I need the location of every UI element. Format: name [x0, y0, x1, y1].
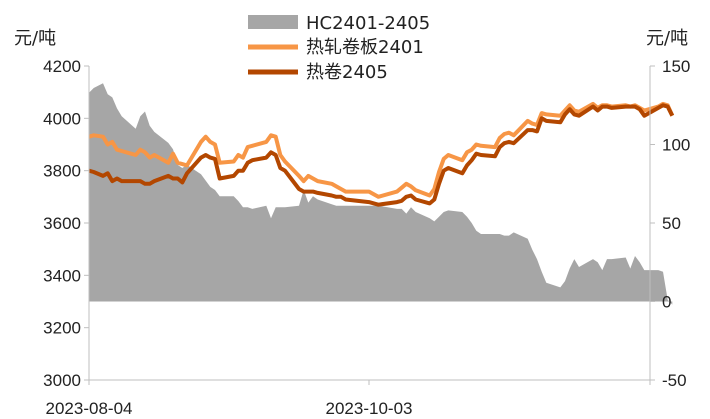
- right-tick-label: 100: [662, 136, 690, 155]
- axes: 3000 3200 3400 3600 3800 4000 4200 -50 0 50 100 150…: [43, 57, 690, 418]
- series-line-hc2405: [88, 103, 675, 207]
- right-axis-unit: 元/吨: [646, 28, 688, 49]
- legend: HC2401-2405 热轧卷板2401 热卷2405: [248, 13, 430, 83]
- right-tick-label: 50: [662, 214, 681, 233]
- right-tick-label: 0: [662, 293, 671, 312]
- x-tick-label: 2023-08-04: [46, 399, 133, 418]
- series-line-hc2401: [88, 101, 675, 199]
- left-axis-unit: 元/吨: [14, 28, 56, 49]
- left-tick-label: 4200: [43, 57, 81, 76]
- spread-area-layer: [89, 83, 673, 305]
- price-lines-layer: [88, 101, 675, 207]
- left-tick-label: 3800: [43, 162, 81, 181]
- right-tick-label: 150: [662, 57, 690, 76]
- left-tick-label: 3200: [43, 319, 81, 338]
- left-tick-label: 3600: [43, 214, 81, 233]
- left-tick-label: 3000: [43, 371, 81, 390]
- series-area-spread: [89, 83, 673, 305]
- left-tick-label: 3400: [43, 266, 81, 285]
- legend-swatch-spread: [248, 15, 298, 29]
- x-tick-label: 2023-10-03: [326, 399, 413, 418]
- legend-label-hc2405: 热卷2405: [306, 62, 388, 83]
- left-tick-label: 4000: [43, 109, 81, 128]
- right-tick-label: -50: [662, 371, 687, 390]
- legend-label-spread: HC2401-2405: [306, 13, 430, 34]
- legend-label-hc2401: 热轧卷板2401: [306, 37, 424, 58]
